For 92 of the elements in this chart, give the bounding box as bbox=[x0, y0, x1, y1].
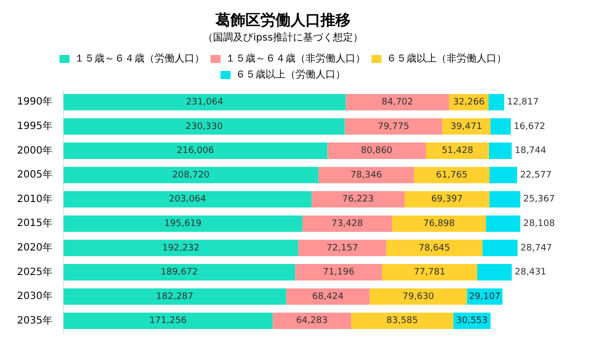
bar bbox=[63, 312, 273, 330]
y-tick-label: 1995年 bbox=[16, 120, 52, 132]
bar bbox=[63, 166, 318, 184]
bar bbox=[414, 166, 490, 184]
bar bbox=[489, 191, 520, 208]
data-label: 182,287 bbox=[156, 292, 194, 302]
bar bbox=[488, 142, 512, 159]
data-label: 32,266 bbox=[453, 97, 485, 108]
legend-label: １５歳～６４歳（非労働人口） bbox=[226, 52, 366, 65]
legend-label: ６５歳以上（非労働人口） bbox=[386, 52, 506, 65]
bar bbox=[63, 118, 345, 135]
data-label: 189,672 bbox=[160, 268, 198, 278]
data-label: 71,196 bbox=[322, 268, 355, 278]
data-label: 73,428 bbox=[331, 218, 364, 229]
y-tick-label: 1990年 bbox=[16, 96, 52, 108]
data-label: 22,577 bbox=[520, 170, 552, 180]
bar bbox=[404, 191, 490, 208]
chart-title: 葛飾区労働人口推移 bbox=[214, 10, 350, 29]
bar bbox=[482, 240, 518, 256]
data-label: 195,619 bbox=[164, 218, 202, 229]
data-label: 83,585 bbox=[386, 316, 418, 326]
data-label: 171,256 bbox=[149, 316, 187, 326]
bar bbox=[346, 94, 450, 110]
data-label: 76,223 bbox=[342, 194, 374, 205]
y-tick-label: 2030年 bbox=[16, 290, 52, 302]
bar bbox=[298, 240, 386, 256]
data-label: 30,553 bbox=[456, 316, 488, 326]
bar bbox=[386, 240, 482, 256]
bar bbox=[370, 288, 467, 305]
data-label: 69,397 bbox=[431, 194, 463, 205]
y-tick-label: 2015年 bbox=[16, 217, 52, 230]
data-label: 216,006 bbox=[176, 146, 214, 156]
bar bbox=[426, 142, 489, 159]
y-tick-label: 2035年 bbox=[16, 314, 52, 326]
bar bbox=[382, 264, 478, 280]
data-label: 28,431 bbox=[514, 268, 546, 278]
data-label: 12,817 bbox=[507, 97, 539, 108]
data-label: 28,108 bbox=[523, 218, 556, 229]
bar bbox=[477, 264, 512, 280]
data-label: 80,860 bbox=[360, 146, 393, 156]
bar bbox=[318, 166, 414, 184]
data-label: 29,107 bbox=[468, 292, 500, 302]
data-label: 72,157 bbox=[326, 243, 358, 254]
data-label: 78,346 bbox=[350, 170, 382, 180]
bar bbox=[63, 264, 296, 280]
chart-subtitle: （国調及びipss推計に基づく想定） bbox=[203, 32, 363, 44]
data-label: 28,747 bbox=[520, 243, 552, 254]
data-label: 231,064 bbox=[186, 97, 224, 108]
data-label: 203,064 bbox=[168, 194, 206, 205]
y-tick-label: 2010年 bbox=[16, 192, 52, 205]
y-tick-label: 2020年 bbox=[16, 242, 52, 254]
data-label: 84,702 bbox=[382, 97, 414, 108]
data-label: 61,765 bbox=[436, 170, 468, 180]
bar bbox=[302, 215, 392, 232]
bar bbox=[63, 191, 312, 208]
data-label: 79,775 bbox=[378, 122, 410, 132]
data-label: 208,720 bbox=[172, 170, 210, 180]
bar bbox=[63, 288, 286, 305]
legend-label: １５歳～６４歳（労働人口） bbox=[74, 52, 204, 65]
y-tick-label: 2000年 bbox=[16, 144, 52, 156]
data-label: 68,424 bbox=[312, 292, 344, 302]
bar bbox=[327, 142, 426, 159]
data-label: 78,645 bbox=[418, 243, 450, 254]
bar bbox=[351, 312, 454, 330]
bar bbox=[311, 191, 405, 208]
bar bbox=[490, 118, 511, 135]
bar bbox=[295, 264, 382, 280]
data-label: 64,283 bbox=[296, 316, 328, 326]
legend-label: ６５歳以上（労働人口） bbox=[236, 68, 346, 81]
bar bbox=[63, 215, 302, 232]
bar bbox=[490, 166, 518, 184]
data-label: 230,330 bbox=[186, 122, 223, 132]
bar bbox=[63, 142, 328, 159]
data-label: 39,471 bbox=[450, 122, 482, 132]
data-label: 77,781 bbox=[414, 268, 446, 278]
bar bbox=[63, 240, 298, 256]
y-tick-label: 2005年 bbox=[16, 168, 52, 181]
data-label: 18,744 bbox=[514, 146, 547, 156]
data-label: 51,428 bbox=[442, 146, 474, 156]
data-label: 79,630 bbox=[402, 292, 434, 302]
data-label: 76,898 bbox=[423, 218, 456, 229]
bar bbox=[272, 312, 352, 330]
data-label: 25,367 bbox=[523, 194, 555, 205]
bar bbox=[392, 215, 486, 232]
bar bbox=[488, 94, 504, 110]
bar bbox=[63, 94, 346, 110]
data-label: 192,232 bbox=[162, 243, 200, 254]
y-tick-label: 2025年 bbox=[16, 266, 52, 278]
bar bbox=[344, 118, 442, 135]
bar bbox=[286, 288, 370, 305]
bar bbox=[486, 215, 520, 232]
data-label: 16,672 bbox=[514, 122, 546, 132]
